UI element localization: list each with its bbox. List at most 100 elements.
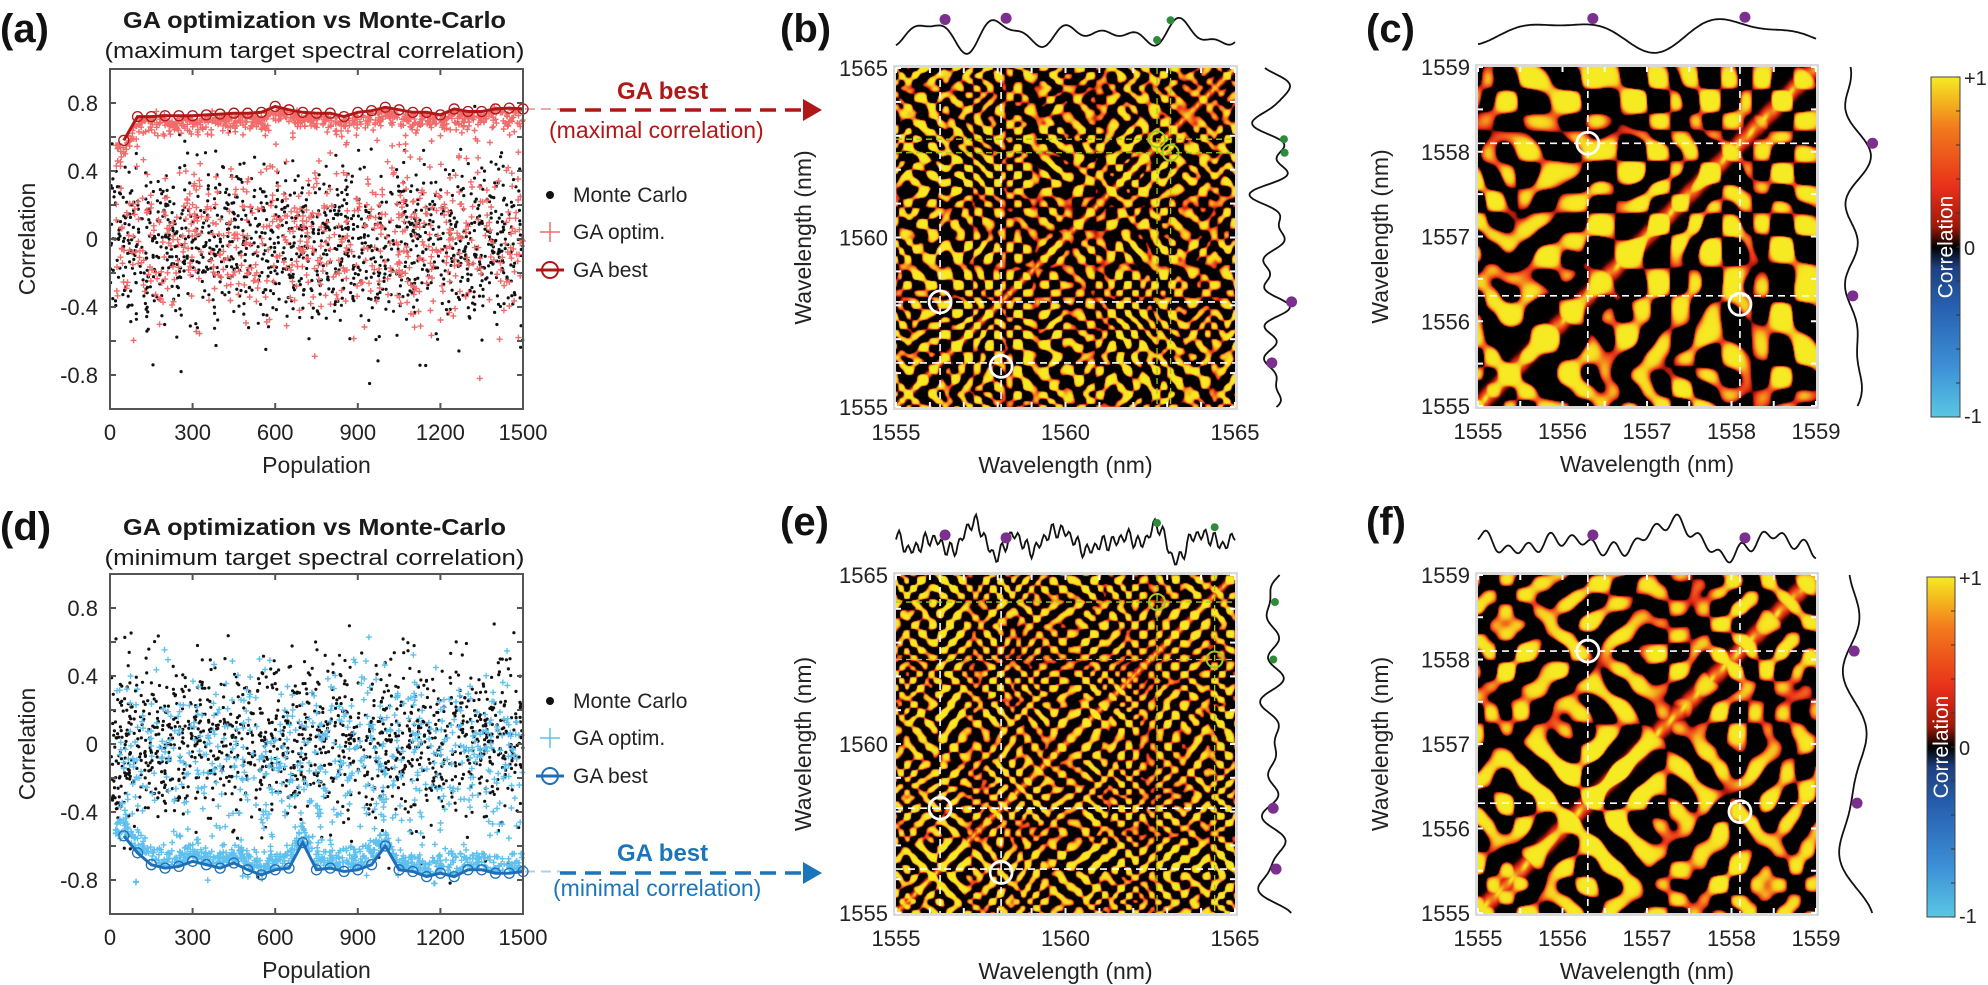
monte-carlo-point	[182, 695, 186, 699]
monte-carlo-point	[512, 728, 516, 732]
monte-carlo-point	[477, 777, 481, 781]
monte-carlo-point	[137, 230, 141, 234]
ga-optim-point	[294, 762, 301, 769]
ga-optim-point	[187, 272, 194, 279]
monte-carlo-point	[181, 673, 185, 677]
ga-optim-point	[165, 120, 172, 127]
ga-optim-point	[313, 768, 319, 775]
monte-carlo-point	[454, 808, 458, 812]
monte-carlo-point	[113, 720, 117, 724]
monte-carlo-point	[136, 227, 141, 231]
ga-optim-point	[181, 125, 188, 132]
monte-carlo-point	[365, 736, 369, 740]
ga-optim-point	[386, 703, 393, 710]
ga-optim-point	[154, 132, 161, 139]
monte-carlo-point	[485, 276, 489, 280]
ga-optim-point	[512, 215, 519, 222]
chart-title: GA optimization vs Monte-Carlo	[123, 514, 506, 540]
monte-carlo-point	[141, 278, 145, 282]
monte-carlo-point	[202, 210, 206, 214]
monte-carlo-point	[331, 746, 335, 750]
ga-optim-point	[275, 223, 282, 230]
ga-optim-point	[266, 657, 273, 664]
monte-carlo-point	[364, 209, 368, 214]
monte-carlo-point	[428, 202, 432, 206]
monte-carlo-point	[471, 729, 475, 733]
monte-carlo-point	[180, 226, 184, 230]
ga-optim-point	[171, 276, 178, 283]
monte-carlo-point	[204, 243, 208, 247]
monte-carlo-point	[272, 744, 276, 748]
ga-optim-point	[436, 698, 443, 705]
ga-optim-point	[181, 240, 188, 247]
monte-carlo-point	[448, 213, 452, 218]
ga-optim-point	[419, 238, 426, 245]
ga-optim-point	[505, 762, 512, 769]
ga-optim-point	[354, 196, 361, 203]
monte-carlo-point	[251, 740, 255, 744]
ga-optim-point	[445, 208, 452, 215]
ga-optim-point	[456, 687, 462, 694]
monte-carlo-point	[118, 220, 123, 224]
ga-optim-point	[194, 121, 201, 128]
monte-carlo-point	[425, 723, 429, 727]
monte-carlo-point	[173, 725, 177, 729]
ga-optim-point	[170, 219, 177, 226]
monte-carlo-point	[142, 709, 146, 713]
ga-optim-point	[287, 267, 294, 274]
monte-carlo-point	[432, 689, 436, 693]
ga-optim-point	[321, 228, 328, 234]
ga-best-line	[122, 104, 524, 142]
monte-carlo-point	[236, 770, 240, 775]
ga-optim-point	[205, 119, 212, 126]
monte-carlo-point	[194, 796, 198, 800]
monte-carlo-point	[145, 315, 149, 319]
ga-optim-point	[213, 173, 220, 180]
monte-carlo-point	[254, 788, 258, 792]
ga-optim-point	[232, 125, 238, 131]
ga-optim-point	[135, 238, 142, 245]
ga-optim-point	[323, 190, 330, 197]
ga-optim-point	[114, 145, 121, 152]
monte-carlo-point	[171, 687, 175, 691]
ga-optim-point	[279, 743, 286, 750]
monte-carlo-point	[207, 293, 211, 297]
monte-carlo-point	[503, 237, 507, 241]
monte-carlo-point	[206, 184, 210, 188]
monte-carlo-point	[111, 297, 115, 301]
ga-best-point	[173, 110, 185, 122]
ga-optim-point	[282, 851, 289, 858]
ga-best-point	[379, 101, 391, 113]
ga-optim-point	[426, 164, 433, 171]
ga-optim-point	[359, 859, 366, 866]
monte-carlo-point	[369, 297, 373, 301]
monte-carlo-point	[150, 692, 154, 696]
monte-carlo-point	[362, 233, 367, 237]
monte-carlo-point	[234, 720, 238, 725]
monte-carlo-point	[151, 189, 155, 194]
ga-optim-point	[192, 228, 198, 235]
monte-carlo-point	[464, 814, 468, 818]
ga-optim-point	[169, 301, 175, 308]
monte-carlo-point	[489, 705, 493, 709]
monte-carlo-point	[281, 732, 285, 737]
monte-carlo-point	[497, 673, 501, 677]
monte-carlo-point	[126, 238, 130, 242]
ga-optim-point	[273, 760, 280, 767]
ga-optim-point	[346, 746, 353, 752]
ga-best-point	[393, 104, 405, 116]
ga-optim-point	[399, 204, 405, 211]
monte-carlo-point	[212, 197, 217, 201]
ga-optim-point	[505, 855, 512, 862]
ga-optim-point	[348, 248, 355, 255]
ga-optim-point	[318, 224, 325, 230]
ga-optim-point	[447, 235, 454, 242]
monte-carlo-point	[440, 669, 444, 673]
monte-carlo-point	[375, 292, 380, 296]
monte-carlo-point	[123, 697, 127, 701]
monte-carlo-point	[134, 244, 138, 249]
monte-carlo-point	[434, 332, 438, 336]
monte-carlo-point	[196, 727, 200, 731]
ga-best-point	[200, 109, 213, 121]
ga-optim-point	[226, 208, 233, 215]
